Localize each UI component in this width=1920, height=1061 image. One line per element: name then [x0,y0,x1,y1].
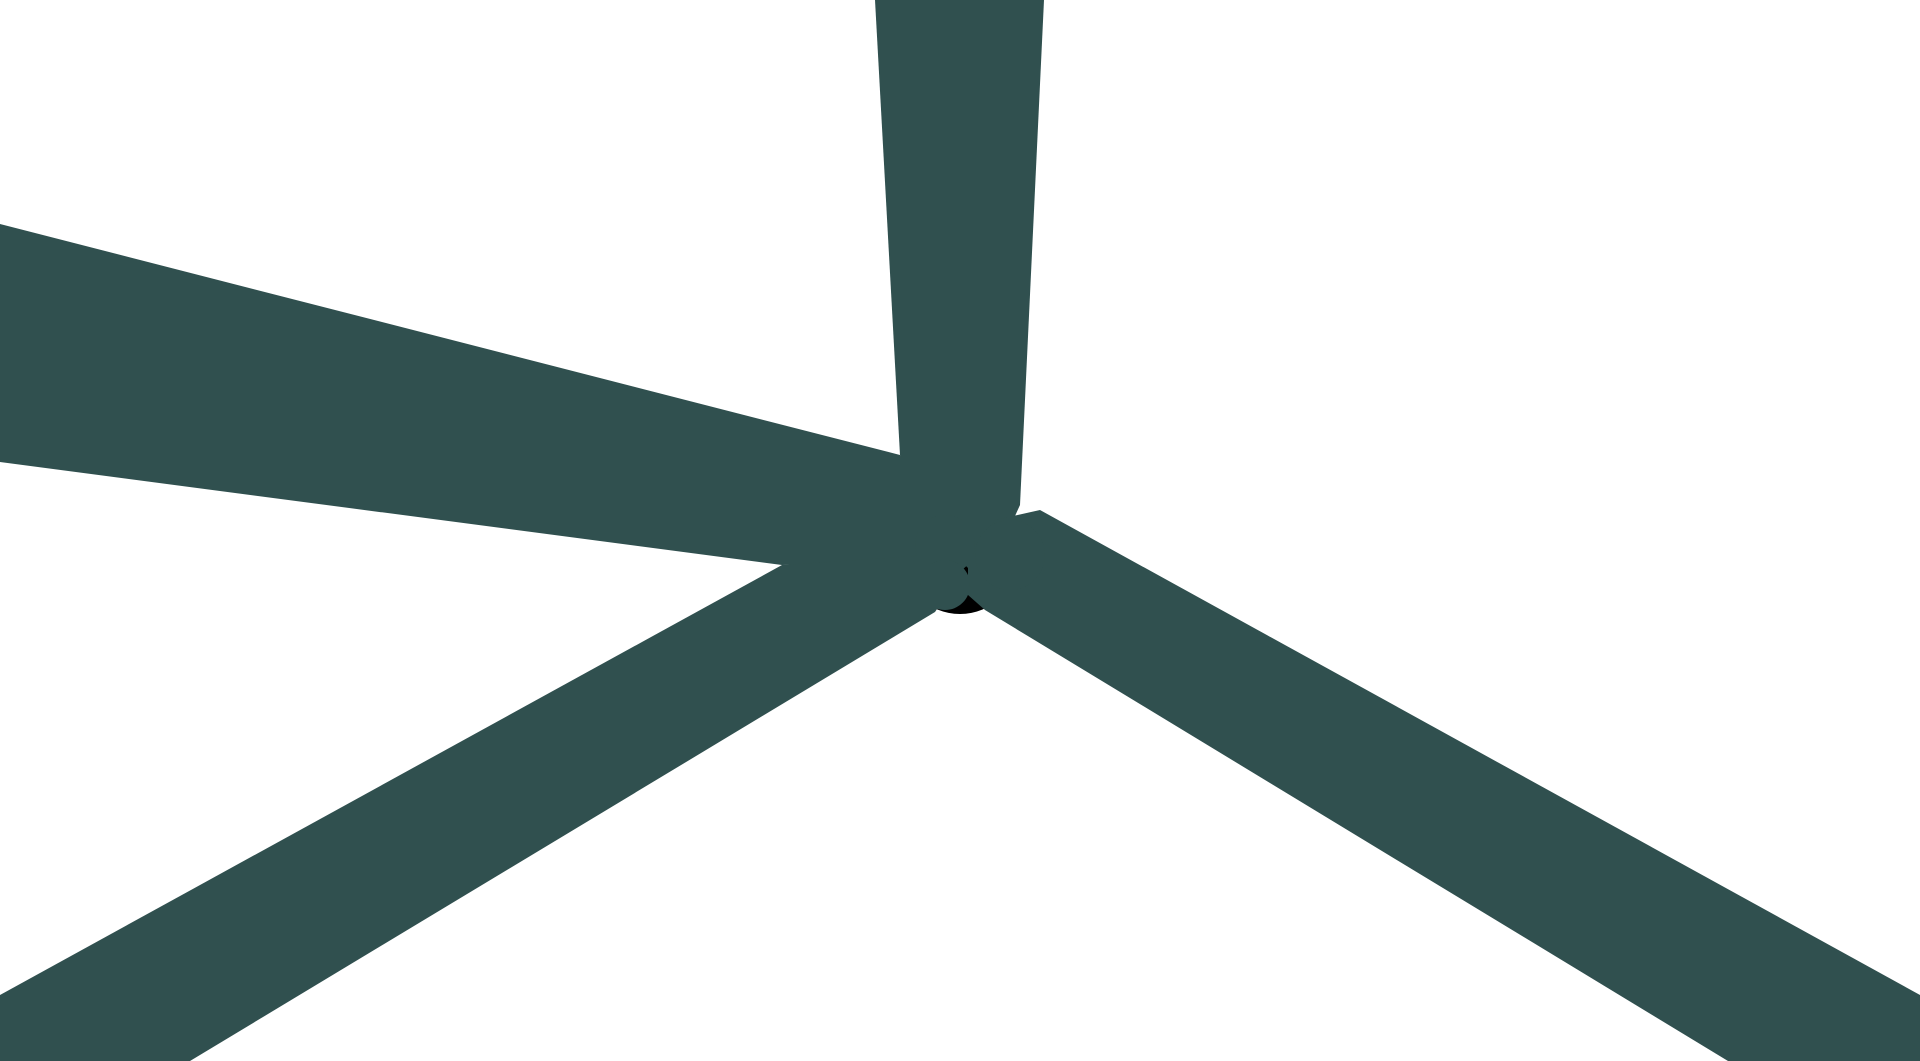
blade-upper-left [0,224,950,565]
blade-lower-left [0,555,950,1061]
blade-root-cap [915,515,975,575]
blade-root-cap [920,560,970,610]
blade-top [875,0,1044,568]
blade-lower-right [968,510,1920,1061]
blade-root-cap [975,520,1045,590]
